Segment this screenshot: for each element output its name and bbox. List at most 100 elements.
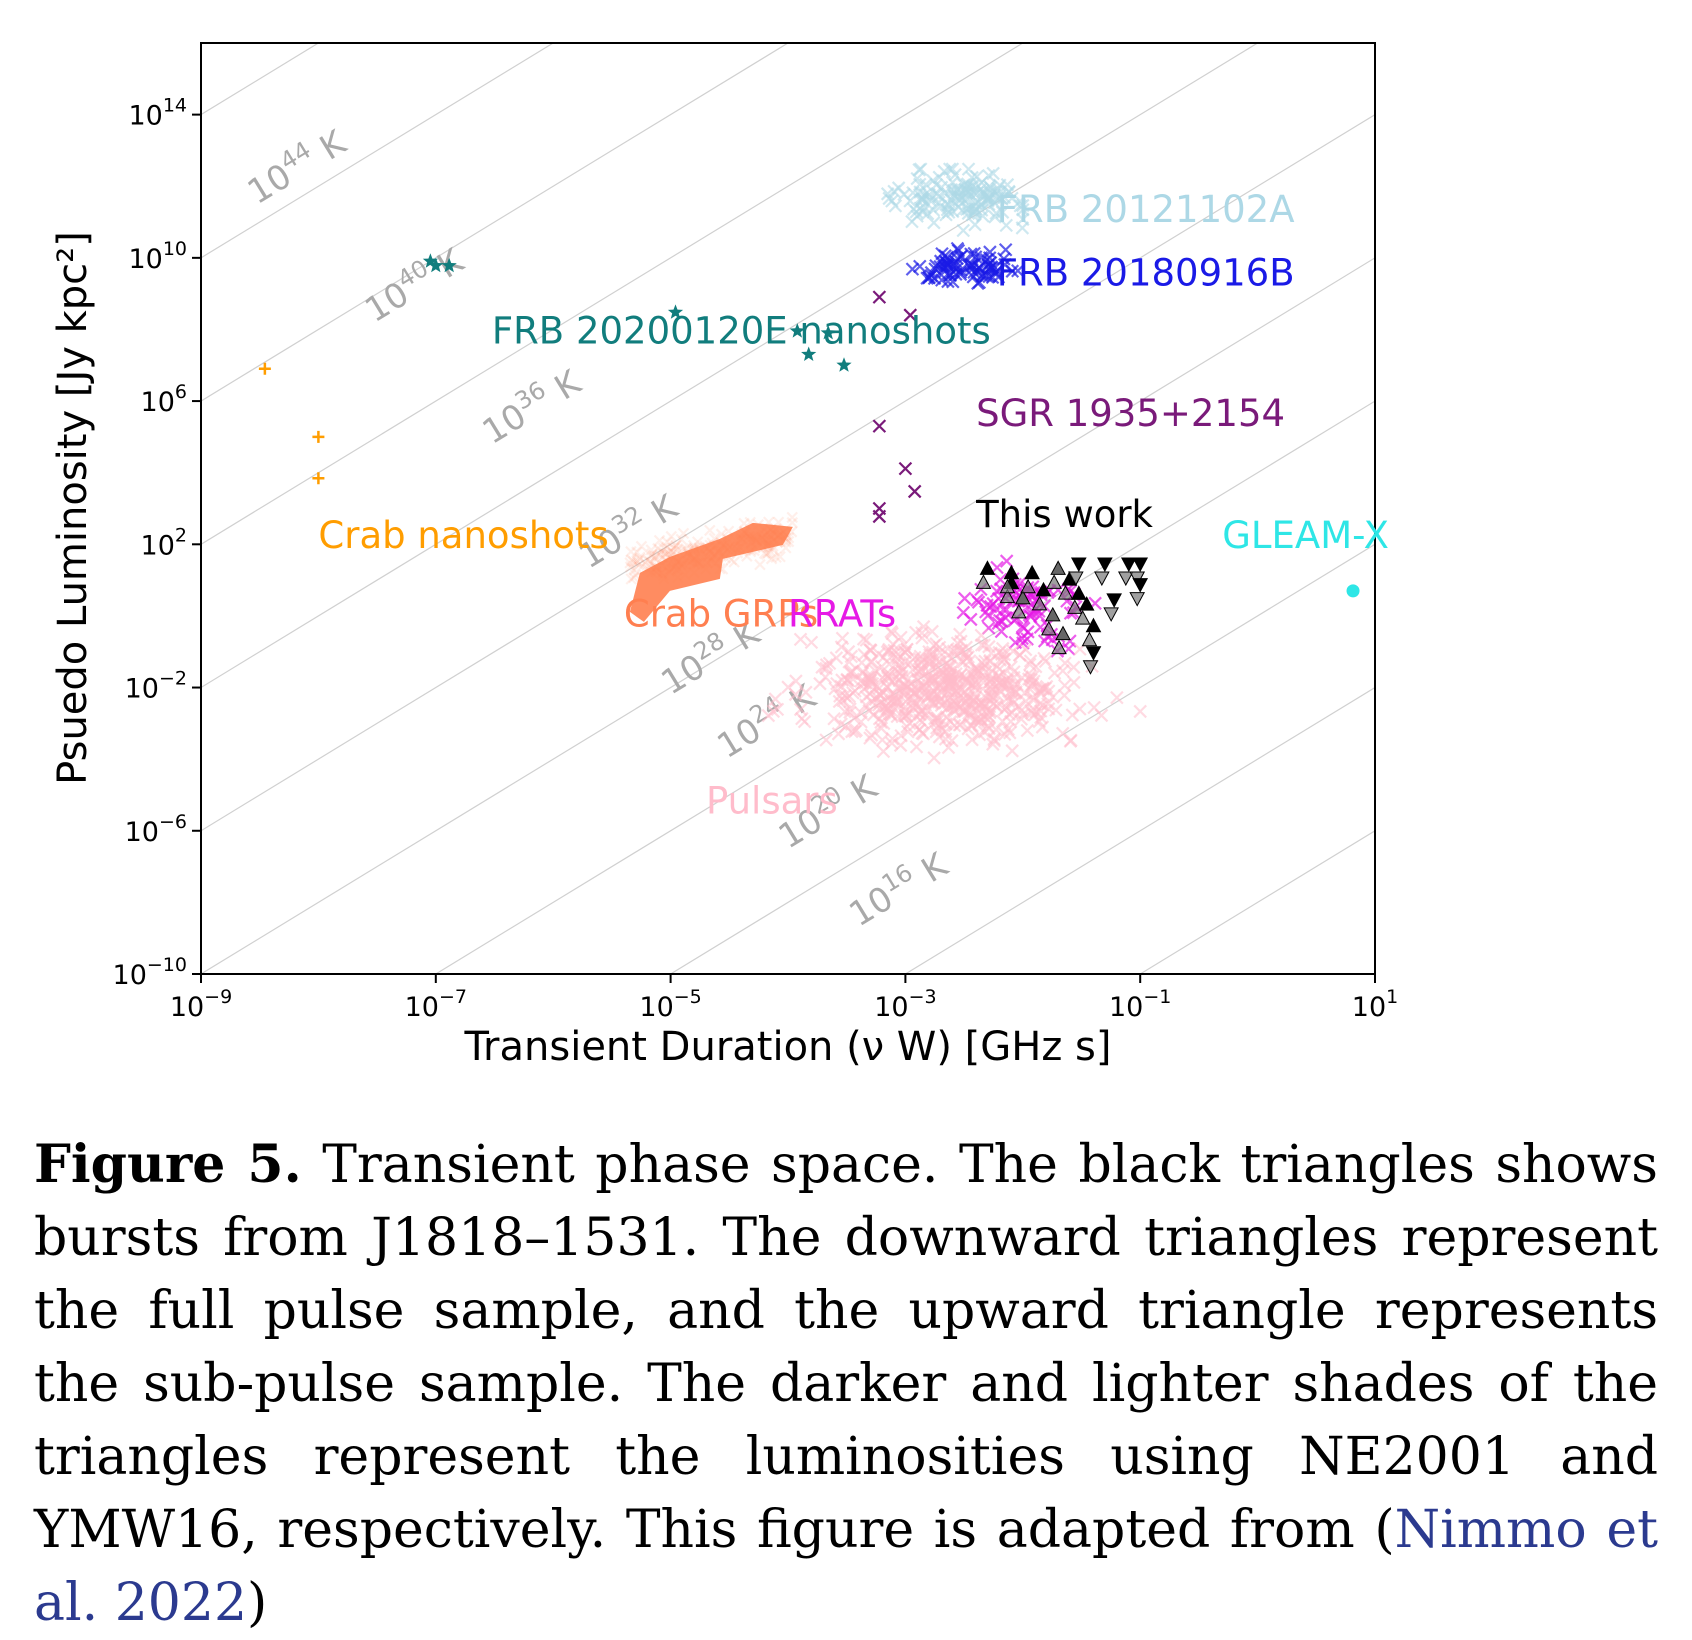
marker-pulsars: [856, 632, 871, 646]
marker-pulsars: [983, 690, 998, 704]
marker-crab-grps: [670, 539, 683, 551]
marker-frb-20121102a: [880, 187, 895, 201]
marker-crab-nanoshots: [312, 472, 325, 485]
marker-pulsars: [813, 676, 827, 691]
marker-pulsars: [1038, 654, 1053, 669]
marker-pulsars: [843, 705, 857, 720]
marker-pulsars: [884, 669, 899, 683]
triangle-up-marker: [1057, 585, 1074, 600]
triangle-down-marker: [1120, 557, 1137, 573]
marker-pulsars: [917, 679, 931, 694]
marker-pulsars: [844, 666, 858, 681]
triangle-down-marker: [1082, 660, 1099, 675]
x-axis-label: Transient Duration (ν W) [GHz s]: [464, 1024, 1112, 1070]
marker-pulsars: [885, 731, 900, 746]
marker-frb-20121102a: [927, 215, 941, 230]
marker-pulsars: [1087, 700, 1101, 715]
triangle-down-marker: [1132, 578, 1149, 593]
triangle-down-marker: [1097, 557, 1113, 573]
y-tick-label: 106: [141, 381, 187, 418]
marker-crab-grps: [648, 552, 661, 564]
marker-crab-nanoshots: [258, 362, 271, 375]
marker-crab-grps: [631, 546, 643, 558]
triangle-up-marker: [1046, 574, 1062, 589]
temperature-line: [201, 43, 1024, 545]
marker-sgr-1935-2154: [872, 290, 887, 304]
triangle-up-marker: [1050, 560, 1066, 575]
marker-pulsars: [960, 694, 974, 709]
label-rrats: RRATs: [788, 593, 896, 636]
marker-pulsars: [982, 675, 997, 689]
marker-pulsars: [804, 635, 819, 650]
marker-pulsars: [1056, 664, 1070, 678]
temperature-line: [201, 43, 1259, 689]
marker-crab-grps: [665, 530, 678, 543]
marker-crab-grps: [629, 522, 793, 622]
triangle-up-marker: [1055, 625, 1071, 641]
marker-pulsars: [925, 624, 939, 639]
temperature-lines: [201, 43, 1375, 974]
marker-crab-grps: [786, 511, 799, 524]
marker-pulsars: [1057, 678, 1072, 693]
marker-pulsars: [854, 715, 868, 729]
marker-frb-20121102a: [989, 206, 1003, 221]
marker-pulsars: [985, 664, 1000, 679]
marker-rrats: [980, 598, 994, 612]
marker-pulsars: [1037, 651, 1051, 666]
marker-crab-grps: [657, 542, 670, 555]
marker-crab-grps: [704, 524, 716, 537]
triangle-up-marker: [1078, 596, 1095, 611]
marker-pulsars: [986, 677, 1000, 691]
marker-pulsars: [967, 661, 982, 675]
marker-crab-grps: [762, 547, 775, 559]
triangle-up-marker: [1031, 595, 1048, 611]
marker-pulsars: [932, 654, 947, 669]
marker-rrats: [981, 608, 995, 623]
marker-pulsars: [829, 651, 844, 665]
marker-pulsars: [915, 703, 930, 718]
triangle-down-marker: [1106, 593, 1122, 608]
marker-frb-20121102a: [956, 223, 971, 238]
marker-crab-grps: [635, 540, 648, 553]
marker-pulsars: [968, 689, 983, 704]
marker-frb-20180916b: [967, 246, 981, 261]
marker-frb-20121102a: [970, 169, 984, 184]
marker-frb-20121102a: [968, 204, 983, 218]
temperature-line: [669, 543, 1375, 974]
marker-crab-grps: [754, 558, 766, 571]
marker-pulsars: [1041, 697, 1055, 711]
marker-crab-grps: [774, 550, 786, 563]
marker-pulsars: [1027, 707, 1042, 722]
marker-pulsars: [857, 682, 871, 696]
marker-frb-20121102a: [932, 189, 946, 204]
marker-frb-20180916b: [998, 242, 1013, 257]
marker-frb-20180916b: [988, 260, 1002, 275]
label-crab-nanoshots: Crab nanoshots: [318, 514, 608, 557]
marker-crab-grps: [661, 541, 673, 553]
triangle-down-marker: [1094, 571, 1110, 587]
marker-pulsars: [1005, 687, 1019, 701]
marker-frb-20180916b: [933, 259, 947, 274]
marker-rrats: [992, 613, 1007, 628]
marker-crab-grps: [728, 556, 740, 568]
marker-pulsars: [864, 728, 879, 742]
marker-pulsars: [1057, 688, 1072, 703]
marker-pulsars: [909, 740, 924, 754]
triangle-up-marker: [975, 574, 992, 589]
triangle-up-marker: [1035, 581, 1052, 597]
marker-pulsars: [859, 698, 873, 712]
data-points: [258, 162, 1360, 765]
marker-crab-grps: [625, 545, 637, 558]
marker-pulsars: [989, 722, 1003, 737]
marker-pulsars: [856, 664, 870, 679]
temperature-label: 1040 K: [356, 236, 472, 331]
marker-frb-20200120e-nanoshots: [801, 346, 817, 361]
marker-frb-20121102a: [912, 177, 927, 192]
marker-frb-20180916b: [953, 267, 968, 282]
marker-pulsars: [932, 640, 947, 655]
triangle-up-marker: [1020, 578, 1036, 594]
marker-crab-grps: [645, 550, 657, 562]
marker-pulsars: [913, 707, 927, 722]
marker-pulsars: [793, 632, 808, 647]
